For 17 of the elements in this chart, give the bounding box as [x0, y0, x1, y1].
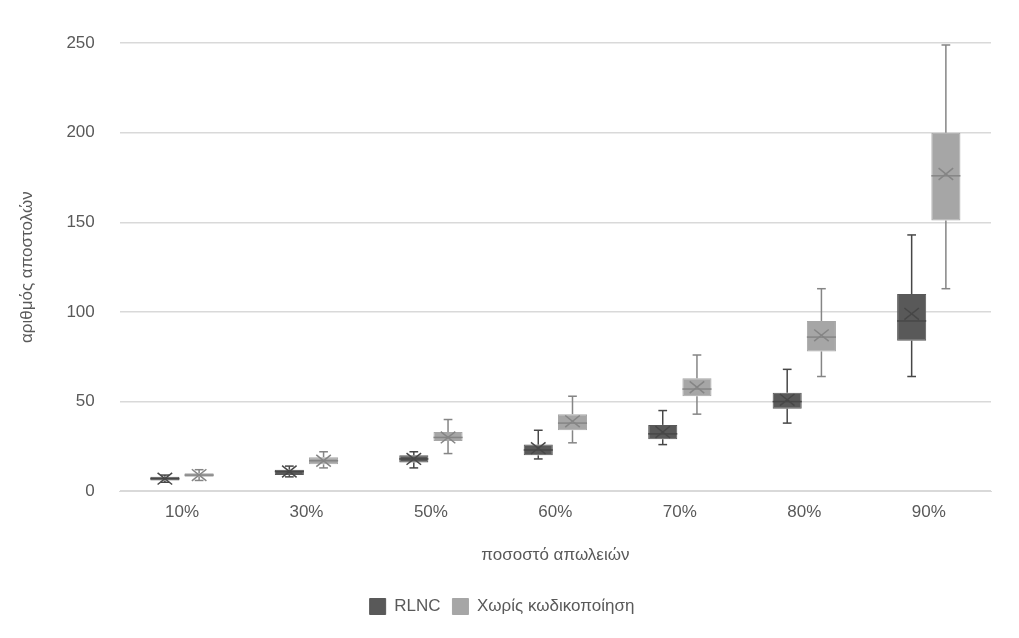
- y-axis-title: αριθμός αποστολών: [16, 191, 36, 344]
- legend-label: RLNC: [394, 596, 441, 616]
- x-tick-label: 80%: [787, 502, 822, 522]
- x-tick-label: 60%: [538, 502, 573, 522]
- y-tick-label: 200: [66, 122, 95, 142]
- legend-label: Χωρίς κωδικοποίηση: [476, 596, 635, 616]
- x-tick-label: 10%: [164, 502, 200, 522]
- y-tick-label: 150: [66, 212, 95, 232]
- y-tick-label: 0: [85, 480, 95, 500]
- y-tick-label: 50: [75, 391, 95, 411]
- x-tick-label: 50%: [413, 502, 448, 522]
- x-tick-label: 70%: [662, 502, 697, 522]
- y-tick-label: 250: [66, 32, 95, 52]
- x-tick-label: 30%: [289, 502, 324, 522]
- y-tick-label: 100: [66, 301, 95, 321]
- x-axis-title: ποσοστό απωλειών: [481, 545, 630, 565]
- x-tick-label: 90%: [911, 502, 946, 522]
